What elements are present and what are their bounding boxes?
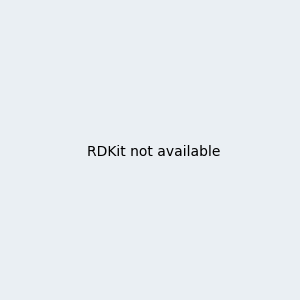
Text: RDKit not available: RDKit not available (87, 145, 220, 158)
